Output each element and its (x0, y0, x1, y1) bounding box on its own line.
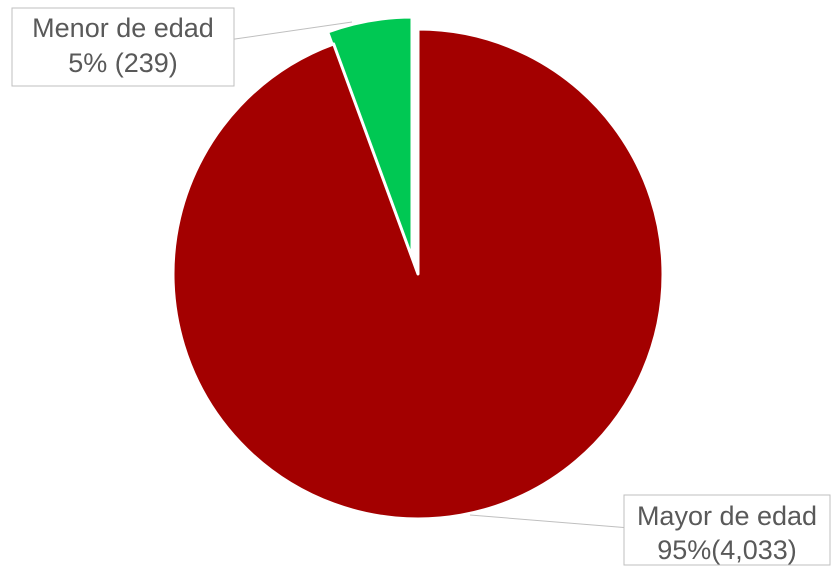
pie-slices (171, 15, 665, 521)
leader-line-mayor (469, 514, 631, 529)
data-label-menor-category: Menor de edad (32, 13, 214, 43)
data-label-mayor-category: Mayor de edad (637, 501, 817, 531)
data-label-mayor: Mayor de edad 95%(4,033) (623, 494, 831, 566)
data-label-mayor-value: 95%(4,033) (657, 535, 797, 565)
data-label-menor-value: 5% (239) (68, 48, 178, 78)
data-label-menor: Menor de edad 5% (239) (11, 7, 235, 87)
leader-line-menor (227, 21, 353, 41)
pie-slice-mayor-de-edad (171, 27, 665, 521)
